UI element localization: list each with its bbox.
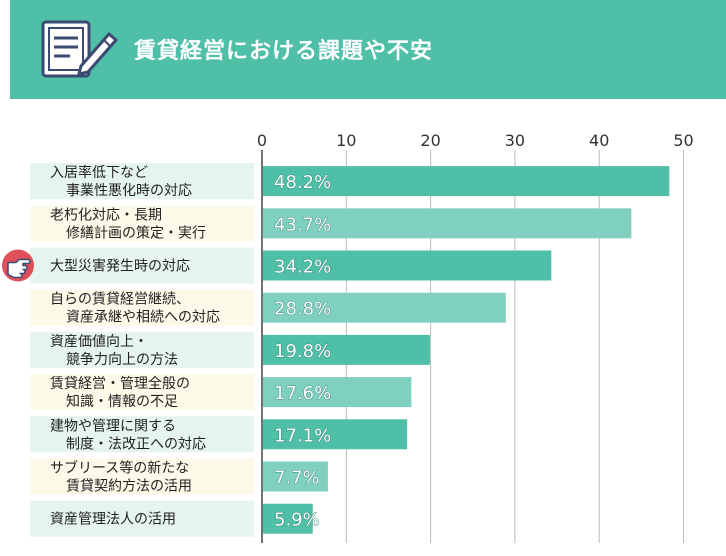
category-label-bg (30, 331, 254, 368)
category-label: 賃貸経営・管理全般の (50, 375, 190, 392)
bar (263, 208, 632, 239)
x-tick-label: 40 (589, 131, 609, 150)
bar-value-label: 43.7% (274, 214, 331, 235)
bar-value-label: 34.2% (274, 257, 331, 278)
category-label-bg (30, 289, 254, 326)
category-label: 賃貸契約方法の活用 (66, 479, 192, 495)
category-label: 大型災害発生時の対応 (50, 259, 190, 275)
category-label: 事業性悪化時の対応 (66, 183, 192, 199)
category-label: 老朽化対応・長期 (50, 207, 162, 223)
bar-value-label: 5.9% (274, 510, 320, 531)
bar-value-label: 48.2% (274, 172, 331, 193)
category-label-bg (30, 374, 254, 411)
page-title: 賃貸経営における課題や不安 (134, 39, 434, 64)
category-label-bg (30, 458, 254, 495)
category-label: 資産価値向上・ (50, 334, 148, 350)
bar (263, 166, 670, 197)
bar (263, 503, 313, 534)
category-label: 自らの賃貸経営継続、 (50, 291, 190, 308)
category-label-bg (30, 163, 254, 200)
category-label: 修繕計画の策定・実行 (66, 224, 206, 241)
bar-value-label: 7.7% (274, 468, 320, 489)
x-tick-label: 0 (257, 131, 267, 150)
category-label: 競争力向上の方法 (66, 352, 178, 368)
category-label: 資産承継や相続への対応 (66, 309, 220, 326)
x-tick-label: 50 (673, 131, 693, 150)
pointing-hand-icon (7, 258, 31, 279)
category-label-bg (30, 205, 254, 242)
category-label: 建物や管理に関する (50, 418, 176, 434)
category-label: 資産管理法人の活用 (50, 512, 176, 528)
bar-value-label: 19.8% (274, 341, 331, 362)
x-tick-label: 10 (336, 131, 356, 150)
bar-value-label: 17.6% (274, 383, 331, 404)
clipboard-pen-icon (41, 20, 118, 78)
bar (263, 250, 552, 281)
bar (263, 377, 412, 408)
x-tick-label: 20 (420, 131, 440, 150)
category-label: サブリース等の新たな (50, 460, 189, 477)
bar-value-label: 17.1% (274, 425, 331, 446)
category-label-bg (30, 247, 254, 284)
bar (263, 334, 430, 365)
bar (263, 292, 506, 323)
category-label-bg (30, 500, 254, 537)
category-label-bg (30, 416, 254, 453)
x-tick-label: 30 (505, 131, 525, 150)
bar (263, 419, 408, 450)
category-label: 入居率低下など (50, 164, 148, 181)
header-banner: 賃貸経営における課題や不安 (10, 0, 726, 99)
category-label: 制度・法改正への対応 (66, 436, 206, 452)
category-label: 知識・情報の不足 (66, 393, 178, 410)
bar-value-label: 28.8% (274, 299, 331, 320)
bar (263, 461, 328, 492)
